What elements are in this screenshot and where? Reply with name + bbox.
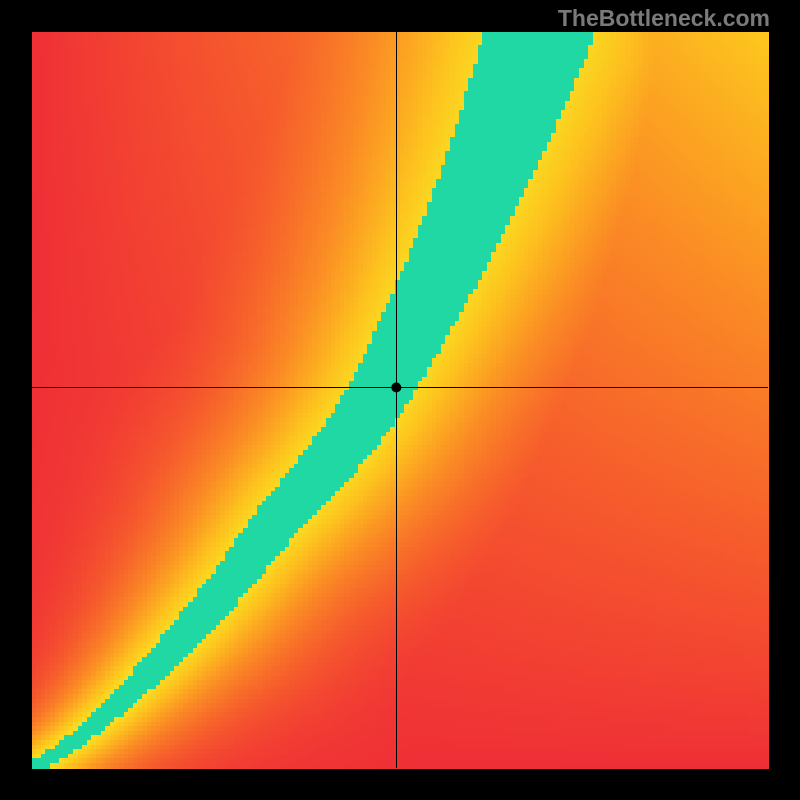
bottleneck-heatmap xyxy=(0,0,800,800)
chart-container: TheBottleneck.com xyxy=(0,0,800,800)
watermark-text: TheBottleneck.com xyxy=(558,5,770,32)
